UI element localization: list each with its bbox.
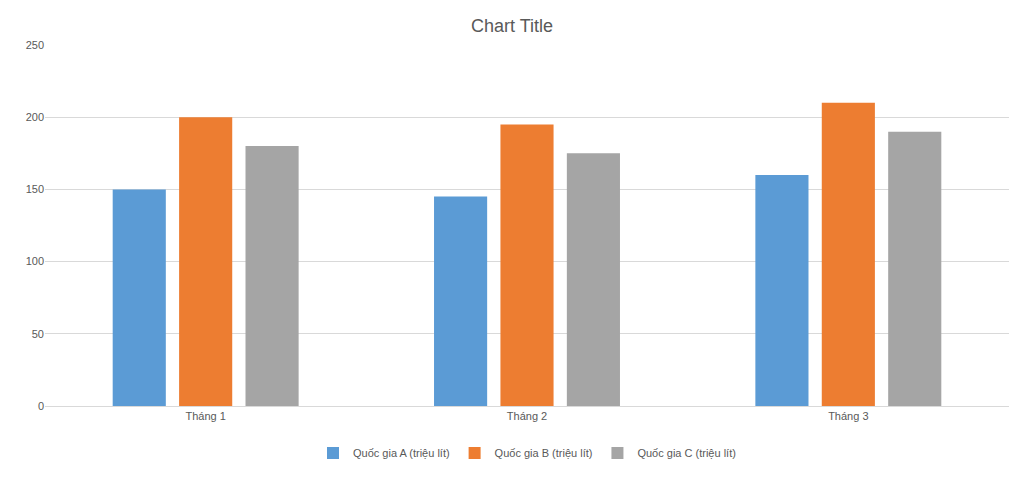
svg-text:150: 150 <box>26 183 44 195</box>
svg-text:Chart Title: Chart Title <box>471 16 553 36</box>
svg-text:0: 0 <box>38 400 44 412</box>
svg-text:Quốc gia C (triệu lít): Quốc gia C (triệu lít) <box>637 447 735 459</box>
svg-text:Tháng 3: Tháng 3 <box>828 410 868 422</box>
svg-text:Quốc gia B (triệu lít): Quốc gia B (triệu lít) <box>495 447 593 459</box>
svg-text:Tháng 2: Tháng 2 <box>507 410 547 422</box>
svg-text:250: 250 <box>26 39 44 51</box>
svg-text:200: 200 <box>26 111 44 123</box>
svg-text:Quốc gia A (triệu lít): Quốc gia A (triệu lít) <box>353 447 450 459</box>
svg-text:50: 50 <box>32 328 44 340</box>
svg-text:Tháng 1: Tháng 1 <box>185 410 225 422</box>
svg-text:100: 100 <box>26 255 44 267</box>
